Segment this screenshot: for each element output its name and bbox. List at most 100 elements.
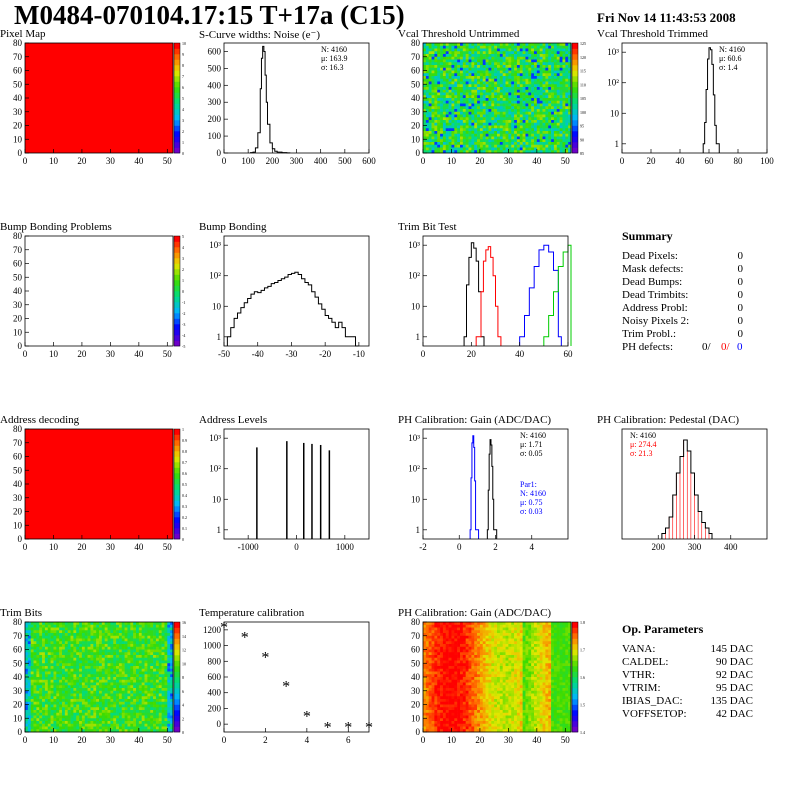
row-value: 42 DAC	[716, 708, 753, 720]
table-row: VTRIM:95 DAC	[622, 682, 753, 695]
colorscale-cell	[174, 622, 180, 628]
colorscale-label: 0.5	[182, 482, 187, 487]
colorscale-cell	[572, 82, 578, 88]
x-tick-label: 80	[734, 156, 744, 166]
x-tick-label: 10	[49, 735, 59, 745]
colorscale-label: -3	[182, 322, 185, 327]
heatmap-cells	[423, 43, 571, 153]
colorscale-cell	[174, 490, 180, 496]
x-tick-label: 0	[421, 735, 426, 745]
x-tick-label: 0	[620, 156, 625, 166]
y-tick-label: 400	[208, 688, 222, 698]
x-tick-label: 40	[515, 349, 525, 359]
x-tick-label: 40	[134, 349, 144, 359]
colorscale-label: 1.7	[580, 648, 585, 653]
y-tick-label: 200	[208, 114, 222, 124]
histogram	[227, 272, 358, 346]
colorscale-cell	[174, 54, 180, 60]
x-tick-label: 30	[106, 349, 116, 359]
colorscale-cell	[174, 440, 180, 446]
colorscale-label: 0.4	[182, 493, 187, 498]
x-tick-label: 50	[163, 156, 173, 166]
colorscale-label: 85	[580, 151, 584, 156]
colorscale-cell	[174, 313, 180, 319]
x-tick-label: 40	[532, 156, 542, 166]
x-tick-label: 0	[23, 156, 28, 166]
y-tick-label: 10²	[209, 464, 221, 474]
colorscale-label: 1.6	[580, 675, 585, 680]
colorscale-label: 125	[580, 41, 586, 46]
y-tick-label: 40	[13, 286, 23, 296]
x-tick-label: 40	[134, 735, 144, 745]
x-tick-label: 2	[263, 735, 268, 745]
stat-line: μ: 274.4	[630, 440, 657, 449]
row-label: CALDEL:	[622, 656, 668, 668]
row-label: Mask defects:	[622, 263, 683, 275]
x-tick-label: 0	[421, 156, 426, 166]
colorscale-cell	[572, 104, 578, 110]
x-tick-label: 20	[475, 156, 485, 166]
stat-line: μ: 163.9	[321, 54, 348, 63]
colorscale-cell	[572, 705, 578, 711]
x-tick-label: 4	[305, 735, 310, 745]
x-tick-label: -20	[319, 349, 331, 359]
colorscale-cell	[174, 104, 180, 110]
y-tick-label: 20	[13, 314, 23, 324]
colorscale-cell	[572, 677, 578, 683]
series-1	[470, 436, 478, 539]
x-tick-label: 20	[647, 156, 657, 166]
row-label: VANA:	[622, 643, 655, 655]
colorscale-cell	[572, 76, 578, 82]
colorscale-label: 115	[580, 69, 586, 74]
y-tick-label: 800	[208, 656, 222, 666]
y-tick-label: 60	[411, 66, 421, 76]
colorscale-cell	[174, 65, 180, 71]
colorscale-cell	[174, 286, 180, 292]
colorscale-cell	[572, 71, 578, 77]
row-label: Dead Pixels:	[622, 250, 678, 262]
x-tick-label: 60	[705, 156, 715, 166]
colorscale-cell	[572, 699, 578, 705]
x-tick-label: -50	[218, 349, 230, 359]
colorscale-cell	[174, 683, 180, 689]
x-tick-label: 30	[106, 735, 116, 745]
y-tick-label: 1000	[203, 641, 222, 651]
colorscale-label: 0	[182, 537, 184, 542]
table-row: VOFFSETOP:42 DAC	[622, 708, 753, 721]
ph-defects-v1: 0/	[702, 341, 711, 353]
colorscale-cell	[572, 137, 578, 143]
x-tick-label: -1000	[238, 542, 259, 552]
colorscale-cell	[174, 148, 180, 154]
stat2-line: Par1:	[520, 480, 537, 489]
y-tick-label: 300	[208, 97, 222, 107]
x-tick-label: 20	[77, 542, 87, 552]
x-tick-label: 200	[652, 542, 666, 552]
colorscale-cell	[174, 661, 180, 667]
x-tick-label: 0	[23, 349, 28, 359]
table-row: VANA:145 DAC	[622, 643, 753, 656]
plot-frame	[25, 236, 173, 346]
y-tick-label: 0	[416, 727, 421, 737]
colorscale-cell	[174, 142, 180, 148]
colorscale-cell	[572, 666, 578, 672]
colorscale-label: 3	[182, 256, 184, 261]
table-row: Mask defects:0	[622, 263, 743, 276]
colorscale-cell	[174, 264, 180, 270]
colorscale-cell	[174, 236, 180, 242]
y-tick-label: 0	[416, 148, 421, 158]
y-tick-label: 0	[217, 148, 222, 158]
x-tick-label: 100	[241, 156, 255, 166]
colorscale-label: 8	[182, 63, 184, 68]
y-tick-label: 20	[13, 700, 23, 710]
colorscale-cell	[174, 43, 180, 49]
y-tick-label: 20	[411, 121, 421, 131]
colorscale-label: -4	[182, 333, 185, 338]
colorscale-label: 95	[580, 124, 584, 129]
y-tick-label: 70	[13, 438, 23, 448]
y-tick-label: 60	[13, 259, 23, 269]
